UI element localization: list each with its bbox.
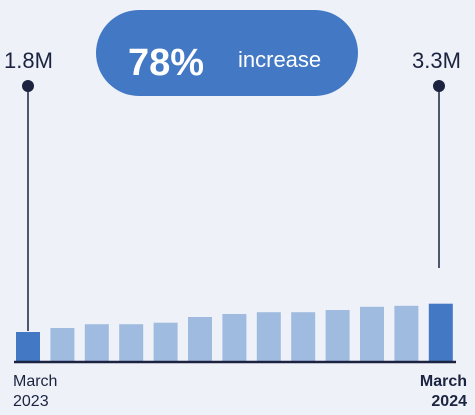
- bar-nov-2023: [291, 312, 316, 362]
- increase-word: increase: [238, 47, 321, 72]
- bar-dec-2023: [325, 310, 350, 362]
- bar-apr-2023: [50, 328, 75, 362]
- end-month-label: March: [420, 373, 467, 390]
- start-value-label: 1.8M: [4, 48, 53, 73]
- headline-pill: [96, 10, 358, 96]
- bars-group: [16, 303, 453, 362]
- bar-sep-2023: [222, 314, 247, 362]
- start-year-label: 2023: [13, 393, 49, 410]
- bar-jul-2023: [153, 322, 178, 362]
- bar-mar-2024: [428, 303, 453, 362]
- bar-jan-2024: [360, 306, 384, 362]
- bar-feb-2024: [394, 305, 419, 362]
- end-callout-dot: [433, 80, 445, 92]
- start-callout-dot: [22, 80, 34, 92]
- end-value-label: 3.3M: [412, 48, 461, 73]
- increase-percent: 78%: [128, 42, 204, 84]
- bar-may-2023: [84, 324, 109, 362]
- start-month-label: March: [13, 373, 57, 390]
- bar-mar-2023: [16, 332, 40, 362]
- end-year-label: 2024: [431, 393, 467, 410]
- bar-oct-2023: [256, 312, 281, 362]
- bar-jun-2023: [119, 324, 144, 362]
- bar-aug-2023: [188, 317, 212, 362]
